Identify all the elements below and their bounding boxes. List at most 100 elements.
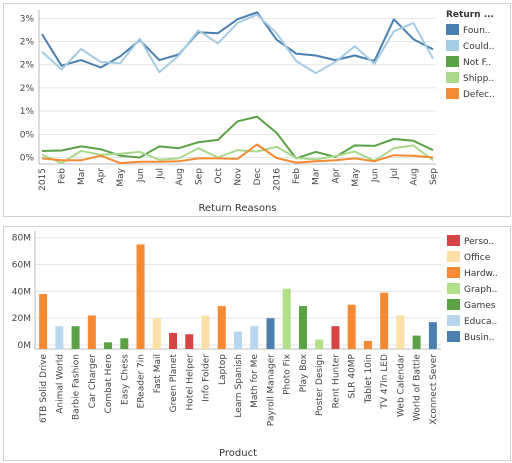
bar bbox=[396, 315, 405, 349]
legend-label: Could.. bbox=[463, 42, 494, 52]
y-tick-label: 60M bbox=[12, 261, 31, 271]
x-tick-label: Laptop bbox=[218, 354, 228, 385]
legend-label: Educa.. bbox=[464, 317, 497, 327]
legend-swatch bbox=[446, 56, 459, 67]
x-tick-label: Feb bbox=[58, 168, 68, 184]
x-tick-label: Jul bbox=[390, 168, 400, 180]
x-tick-label: Photo Fix bbox=[283, 353, 293, 395]
legend-swatch bbox=[447, 331, 460, 342]
x-tick-label: Info Folder bbox=[202, 354, 212, 402]
legend-swatch bbox=[447, 299, 460, 310]
legend-swatch bbox=[446, 72, 459, 83]
x-axis-title: Return Reasons bbox=[198, 203, 276, 214]
legend-swatch bbox=[446, 40, 459, 51]
legend-swatch bbox=[446, 24, 459, 35]
x-tick-label: Web Calendar bbox=[396, 354, 406, 417]
bar bbox=[428, 322, 437, 349]
legend-swatch bbox=[447, 283, 460, 294]
legend-label: Defec.. bbox=[463, 90, 495, 100]
y-tick-label: 2% bbox=[20, 61, 35, 71]
bar bbox=[412, 335, 421, 349]
legend-swatch bbox=[447, 315, 460, 326]
line-chart: 0% 0% 1% 2% 2% 2% 3% 2015 Feb Mar Apr May Jun Jul Aug S… bbox=[20, 10, 495, 214]
y-tick-label: 0% bbox=[20, 130, 35, 140]
x-tick-label: Math for Me bbox=[250, 354, 260, 408]
x-tick-label: Payroll Manager bbox=[266, 354, 276, 426]
legend-label: Not F.. bbox=[463, 58, 491, 68]
x-tick-label: Aug bbox=[409, 168, 419, 186]
x-tick-label: Nov bbox=[234, 167, 244, 185]
y-tick-label: 3% bbox=[20, 14, 35, 24]
bar bbox=[152, 318, 161, 349]
bar bbox=[71, 326, 80, 349]
y-tick-label: 40M bbox=[12, 287, 31, 297]
legend-swatch bbox=[447, 251, 460, 262]
x-tick-label: Animal World bbox=[55, 354, 65, 414]
legend-swatch bbox=[447, 267, 460, 278]
x-tick-label: Play Box bbox=[299, 353, 309, 392]
legend-swatch bbox=[446, 88, 459, 99]
x-tick-label: Aug bbox=[175, 168, 185, 186]
x-tick-label: World of Battle bbox=[413, 354, 423, 421]
x-tick-label: 6TB Solid Drive bbox=[39, 354, 49, 424]
x-tick-label: May bbox=[116, 167, 126, 186]
x-tick-label: Fast Mail bbox=[153, 354, 163, 393]
bar bbox=[120, 338, 129, 349]
x-tick-label: Poster Design bbox=[315, 354, 325, 416]
legend-label: Office bbox=[464, 253, 491, 263]
bar bbox=[39, 294, 48, 349]
bar bbox=[136, 244, 145, 349]
legend-title: Return ... bbox=[446, 10, 494, 20]
bar bbox=[282, 288, 291, 349]
bar-chart: 0M 20M 40M 60M 80M 6TB Solid Drive Animal Worl… bbox=[12, 231, 498, 459]
y-tick-label: 2% bbox=[20, 38, 35, 48]
bar bbox=[217, 306, 226, 349]
bar bbox=[104, 342, 113, 349]
x-axis-title: Product bbox=[219, 448, 257, 459]
x-tick-label: Mar bbox=[312, 168, 322, 185]
legend-label: Hardw.. bbox=[464, 269, 498, 279]
x-tick-label: Jun bbox=[370, 168, 380, 183]
x-tick-label: Car Charger bbox=[88, 354, 98, 409]
x-tick-label: 2016 bbox=[273, 168, 283, 191]
bar bbox=[347, 304, 356, 349]
bar bbox=[363, 340, 372, 349]
bar bbox=[55, 326, 64, 349]
x-tick-label: EReader 7in bbox=[137, 354, 147, 408]
bar bbox=[298, 306, 307, 349]
x-tick-label: Learn Spanish bbox=[234, 354, 244, 418]
series-line-3 bbox=[41, 115, 434, 160]
y-tick-label: 0M bbox=[18, 341, 32, 351]
bar bbox=[87, 315, 96, 349]
x-tick-label: Sep bbox=[429, 168, 439, 185]
series-line-5 bbox=[41, 143, 434, 165]
x-tick-label: SLR 40MP bbox=[348, 353, 358, 398]
legend-label: Shipp.. bbox=[463, 74, 494, 84]
x-tick-label: Easy Chess bbox=[120, 354, 130, 405]
x-tick-label: Combat Hero bbox=[104, 354, 114, 414]
legend-label: Games bbox=[464, 301, 496, 311]
series-line-4 bbox=[41, 144, 434, 165]
bar bbox=[201, 315, 210, 349]
x-tick-label: 2015 bbox=[38, 168, 48, 191]
y-tick-label: 80M bbox=[12, 234, 31, 244]
y-tick-label: 20M bbox=[12, 314, 31, 324]
series-line-1 bbox=[41, 11, 434, 69]
bar bbox=[185, 334, 194, 349]
bar bbox=[169, 332, 178, 349]
series-line-2 bbox=[41, 13, 434, 75]
x-tick-label: TV 47in LED bbox=[380, 354, 390, 410]
bar-chart-panel: 0M 20M 40M 60M 80M 6TB Solid Drive Animal Worl… bbox=[3, 226, 511, 461]
bar bbox=[266, 318, 275, 349]
legend-label: Foun.. bbox=[463, 26, 491, 36]
x-tick-label: Rent Hunter bbox=[331, 354, 341, 409]
y-tick-label: 1% bbox=[20, 107, 35, 117]
bar bbox=[250, 326, 259, 349]
x-tick-label: May bbox=[351, 167, 361, 186]
x-tick-label: Green Planet bbox=[169, 354, 179, 413]
x-tick-label: Jul bbox=[155, 168, 165, 180]
x-tick-label: Xconnect Sever bbox=[429, 354, 439, 425]
bar bbox=[315, 339, 324, 349]
bar bbox=[380, 292, 389, 349]
x-tick-label: Oct bbox=[214, 168, 224, 184]
